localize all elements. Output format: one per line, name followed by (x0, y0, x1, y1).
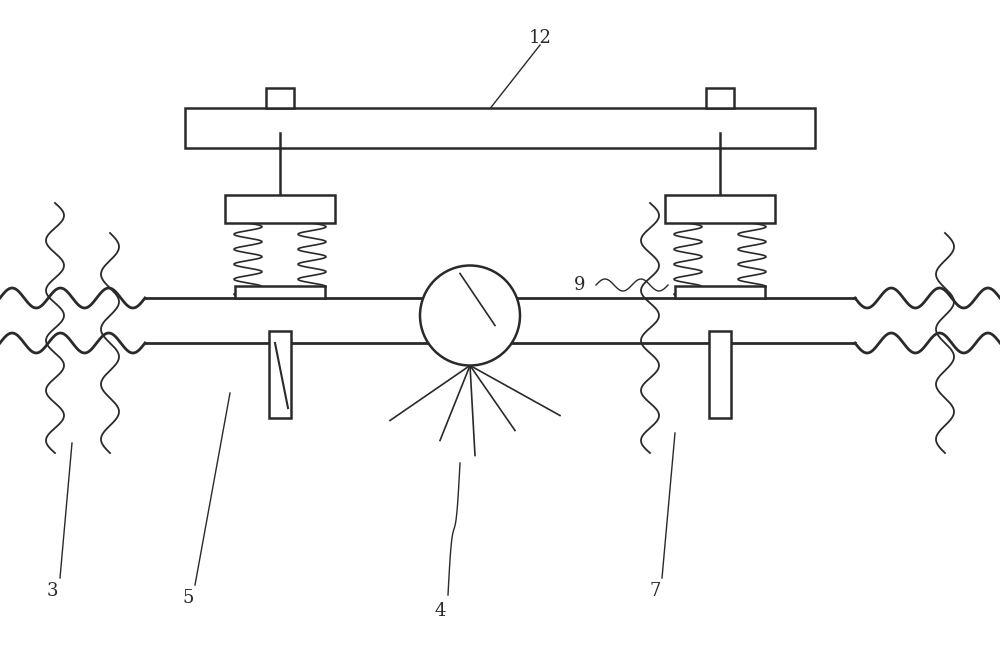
Bar (665, 195, 775, 223)
Circle shape (420, 266, 520, 366)
Bar (266, 88, 294, 108)
Text: 4: 4 (434, 602, 446, 620)
Text: 9: 9 (574, 276, 586, 294)
Bar (185, 108, 815, 148)
Bar (675, 286, 765, 298)
Bar (269, 331, 291, 418)
Text: 12: 12 (529, 29, 551, 47)
Bar (225, 195, 335, 223)
Text: 7: 7 (649, 582, 661, 600)
Text: 3: 3 (46, 582, 58, 600)
Bar (706, 88, 734, 108)
Bar (235, 286, 325, 298)
Bar (709, 331, 731, 418)
Text: 5: 5 (182, 589, 194, 607)
